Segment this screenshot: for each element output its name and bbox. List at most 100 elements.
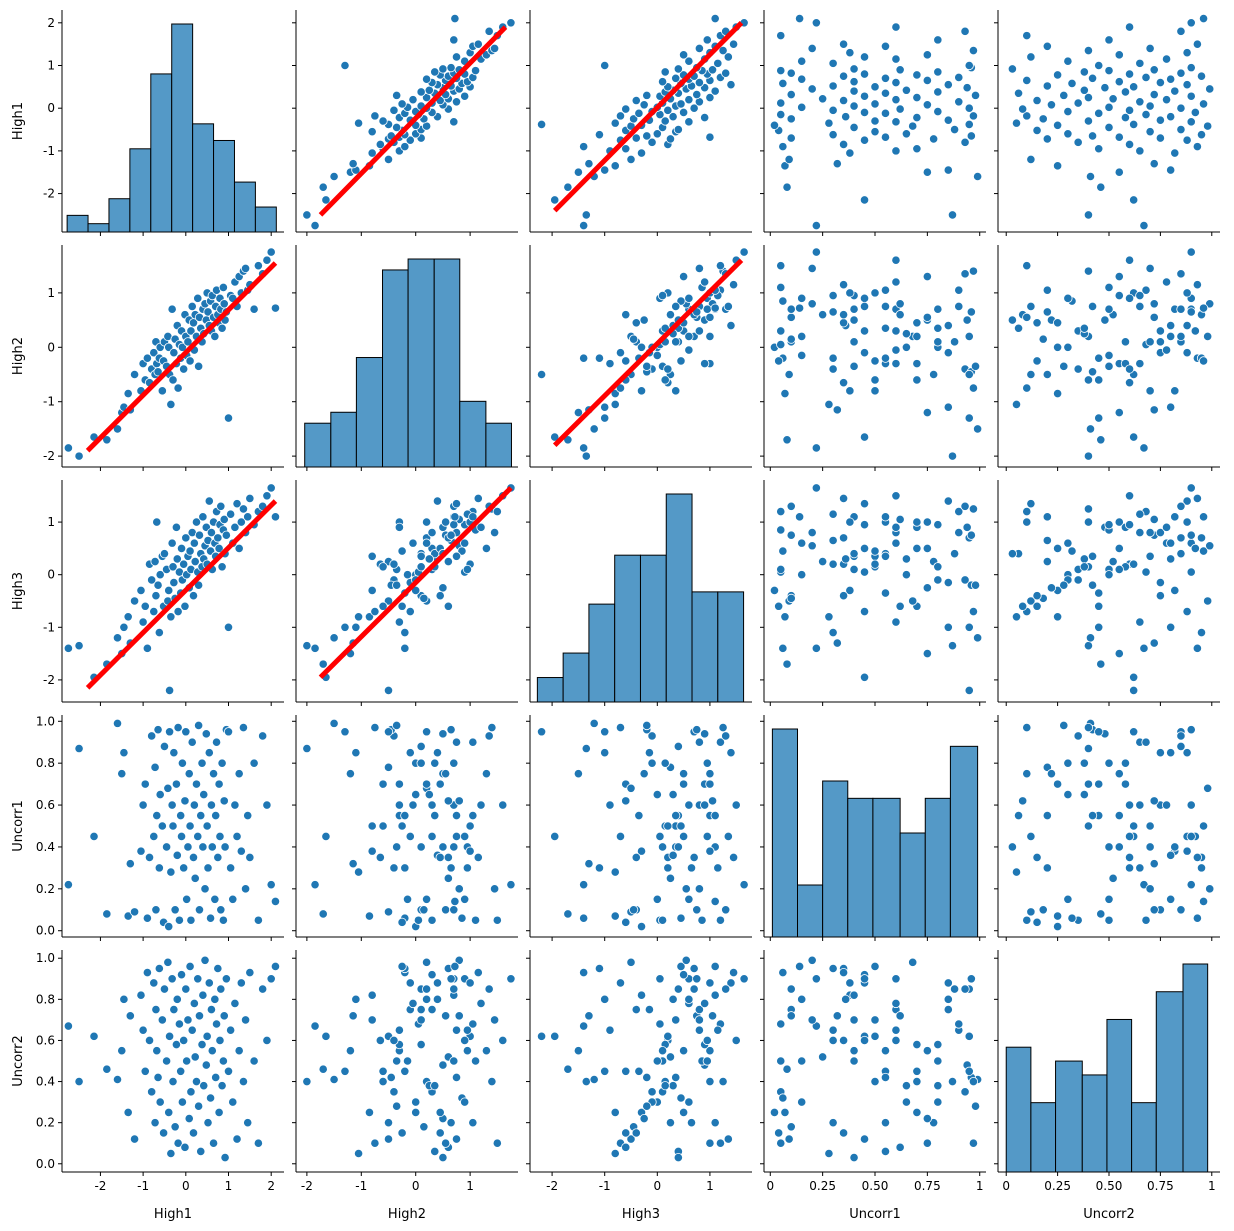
scatter-point: [642, 720, 652, 731]
scatter-point: [721, 905, 731, 915]
scatter-point: [180, 601, 190, 611]
scatter-point: [1007, 315, 1017, 325]
scatter-point: [1114, 271, 1124, 282]
scatter-point: [718, 1076, 728, 1087]
scatter-point: [1166, 402, 1176, 412]
histogram-bar-Uncorr1-3: [847, 797, 874, 938]
scatter-point: [185, 546, 195, 556]
scatter-point: [859, 195, 870, 205]
scatter-point: [1094, 727, 1104, 737]
x-tick-label: -2: [546, 1179, 558, 1193]
scatter-point: [408, 998, 418, 1009]
scatter-point: [828, 509, 838, 519]
scatter-point: [204, 496, 214, 506]
scatter-point: [663, 364, 673, 374]
scatter-point: [880, 1046, 891, 1056]
scatter-point: [1205, 541, 1215, 551]
scatter-point: [780, 1107, 790, 1117]
scatter-point: [383, 727, 394, 737]
y-axis-label: Uncorr2: [11, 1035, 26, 1087]
scatter-point: [187, 737, 197, 747]
scatter-point: [859, 52, 870, 62]
scatter-point: [329, 1074, 339, 1085]
scatter-point: [1104, 570, 1114, 580]
histogram-bar-Uncorr1-0: [771, 728, 799, 938]
scatter-point: [579, 353, 589, 363]
scatter-point: [1100, 83, 1110, 93]
scatter-point: [1042, 307, 1052, 317]
scatter-point: [119, 748, 129, 758]
scatter-point: [713, 1025, 723, 1035]
scatter-point: [702, 831, 712, 842]
scatter-point: [185, 821, 195, 831]
panel-Uncorr2-vs-Uncorr1: 0 0.25 0.50 0.75 1: [760, 950, 986, 1193]
scatter-point: [1011, 118, 1022, 128]
histogram-bar-Uncorr1-4: [872, 797, 901, 938]
scatter-point: [901, 329, 912, 339]
scatter-point: [870, 1031, 880, 1041]
scatter-point: [112, 718, 123, 728]
histogram-bar-High3-7: [717, 591, 745, 703]
scatter-point: [573, 407, 583, 418]
scatter-point: [169, 348, 179, 358]
scatter-point: [177, 1097, 187, 1107]
scatter-point: [1094, 413, 1104, 423]
scatter-point: [157, 821, 167, 831]
scatter-point: [1096, 659, 1106, 669]
scatter-point: [728, 968, 739, 978]
scatter-point: [364, 911, 375, 921]
x-tick-label: 1: [976, 1179, 984, 1193]
scatter-point: [721, 731, 731, 741]
scatter-point: [460, 894, 470, 904]
scatter-point: [615, 383, 626, 393]
scatter-point: [639, 315, 649, 325]
scatter-point: [1085, 424, 1096, 434]
scatter-point: [1198, 99, 1209, 109]
scatter-point: [238, 504, 249, 514]
scatter-point: [621, 1128, 631, 1138]
scatter-point: [1083, 451, 1094, 461]
scatter-point: [563, 909, 573, 919]
scatter-point: [1042, 762, 1052, 772]
scatter-point: [443, 796, 453, 806]
scatter-point: [421, 957, 432, 967]
scatter-point: [378, 562, 388, 572]
scatter-point: [1087, 810, 1098, 821]
scatter-point: [168, 821, 178, 831]
scatter-point: [1104, 282, 1114, 293]
scatter-point: [1085, 633, 1096, 643]
scatter-point: [841, 554, 851, 564]
y-tick-label: -1: [43, 620, 55, 634]
scatter-point: [1186, 247, 1196, 257]
scatter-point: [1124, 800, 1135, 810]
scatter-point: [166, 1148, 176, 1159]
scatter-point: [1192, 913, 1202, 923]
scatter-point: [1083, 743, 1094, 754]
scatter-point: [694, 263, 704, 273]
scatter-point: [1135, 146, 1145, 156]
scatter-point: [1018, 796, 1028, 806]
scatter-point: [188, 591, 199, 601]
scatter-point: [692, 89, 702, 100]
scatter-point: [1182, 846, 1192, 856]
scatter-point: [1120, 337, 1131, 347]
scatter-point: [1176, 549, 1186, 559]
scatter-point: [849, 1056, 859, 1066]
scatter-point: [1083, 266, 1094, 276]
scatter-point: [223, 727, 234, 737]
scatter-point: [164, 685, 175, 696]
scatter-point: [684, 56, 694, 66]
scatter-point: [1038, 114, 1048, 124]
y-tick-label: 1: [47, 515, 55, 529]
scatter-point: [392, 720, 402, 731]
panel-High1-vs-High3: [526, 10, 752, 236]
scatter-point: [351, 748, 361, 758]
scatter-point: [329, 171, 339, 182]
scatter-point: [642, 1072, 652, 1083]
scatter-point: [1186, 880, 1196, 890]
scatter-point: [266, 974, 276, 984]
scatter-point: [1198, 546, 1209, 556]
scatter-point: [845, 978, 855, 988]
scatter-point: [964, 369, 974, 380]
scatter-point: [1176, 68, 1186, 78]
